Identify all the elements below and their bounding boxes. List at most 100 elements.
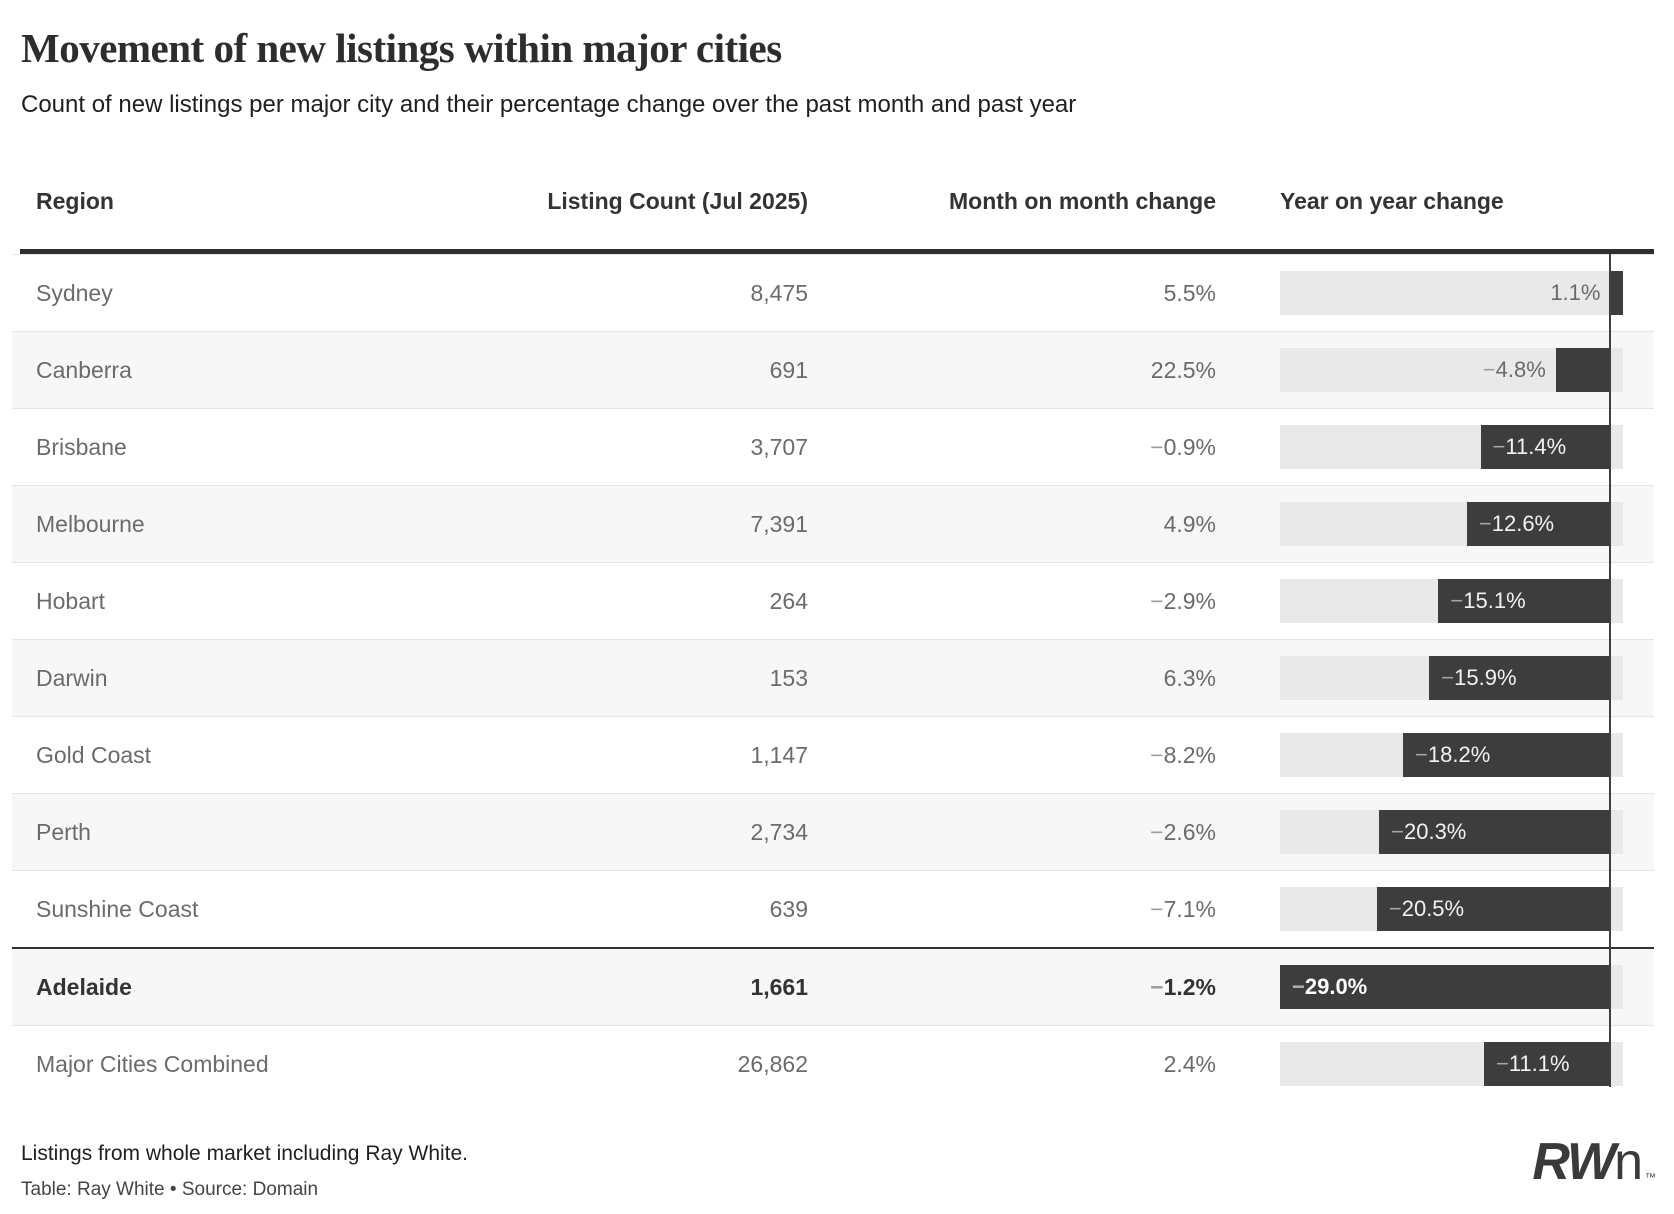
yoy-bar-cell: −18.2% <box>1280 717 1654 793</box>
yoy-bar <box>1480 425 1611 469</box>
yoy-bar <box>1483 1042 1611 1086</box>
listing-count-cell: 639 <box>769 895 808 922</box>
mom-change-cell: −1.2% <box>1150 973 1216 1000</box>
listing-count-cell: 26,862 <box>737 1050 808 1077</box>
table-row: Darwin 153 6.3% −15.9% <box>12 639 1654 716</box>
yoy-bar-track: −11.4% <box>1280 425 1623 469</box>
table-row: Sydney 8,475 5.5% 1.1% <box>12 254 1654 331</box>
region-cell: Sunshine Coast <box>36 895 199 922</box>
rwn-logo-n: n <box>1614 1133 1643 1191</box>
footer: Listings from whole market including Ray… <box>21 1133 1656 1202</box>
rwn-logo-trademark: ™ <box>1645 1172 1656 1184</box>
listing-count-cell: 1,661 <box>750 973 808 1000</box>
listing-count-cell: 1,147 <box>750 741 808 768</box>
table-body: Sydney 8,475 5.5% 1.1% Canberra 691 22.5% −4.8%… <box>12 254 1654 1102</box>
table-row: Adelaide 1,661 −1.2% −29.0% <box>12 947 1654 1025</box>
listing-count-cell: 691 <box>769 356 808 383</box>
yoy-bar-cell: 1.1% <box>1280 255 1654 331</box>
yoy-bar-track: −29.0% <box>1280 965 1623 1009</box>
table-row: Major Cities Combined 26,862 2.4% −11.1% <box>12 1025 1654 1102</box>
table-row: Melbourne 7,391 4.9% −12.6% <box>12 485 1654 562</box>
listing-count-cell: 7,391 <box>750 510 808 537</box>
rwn-logo: RWn ™ <box>1532 1132 1656 1192</box>
table-row: Sunshine Coast 639 −7.1% −20.5% <box>12 870 1654 947</box>
footer-note: Listings from whole market including Ray… <box>21 1142 469 1165</box>
yoy-bar-cell: −20.3% <box>1280 794 1654 870</box>
mom-change-cell: 6.3% <box>1163 664 1216 691</box>
yoy-bar-track: −15.1% <box>1280 579 1623 623</box>
yoy-bar-track: −20.3% <box>1280 810 1623 854</box>
region-cell: Gold Coast <box>36 741 152 768</box>
page-title: Movement of new listings within major ci… <box>21 25 782 71</box>
yoy-bar <box>1429 656 1611 700</box>
region-cell: Sydney <box>36 279 113 306</box>
column-header-region: Region <box>36 187 114 214</box>
yoy-bar-track: 1.1% <box>1280 271 1623 315</box>
listing-count-cell: 8,475 <box>750 279 808 306</box>
region-cell: Darwin <box>36 664 108 691</box>
column-header-mom-change: Month on month change <box>948 187 1216 214</box>
mom-change-cell: −7.1% <box>1150 895 1216 922</box>
yoy-bar <box>1610 271 1623 315</box>
yoy-bar-track: −11.1% <box>1280 1042 1623 1086</box>
yoy-bar-cell: −15.9% <box>1280 640 1654 716</box>
mom-change-cell: −0.9% <box>1150 433 1216 460</box>
listing-count-cell: 153 <box>769 664 808 691</box>
yoy-bar <box>1403 733 1611 777</box>
rwn-logo-rw: RW <box>1532 1133 1616 1191</box>
yoy-bar <box>1555 348 1611 392</box>
yoy-bar-label: −20.3% <box>1391 819 1467 844</box>
mom-change-cell: 4.9% <box>1163 510 1216 537</box>
yoy-bar-label: −18.2% <box>1415 742 1491 767</box>
yoy-bar-track: −18.2% <box>1280 733 1623 777</box>
table-row: Canberra 691 22.5% −4.8% <box>12 331 1654 408</box>
region-cell: Hobart <box>36 587 106 614</box>
yoy-bar-track: −4.8% <box>1280 348 1623 392</box>
column-header-listing-count: Listing Count (Jul 2025) <box>547 187 808 214</box>
listing-count-cell: 2,734 <box>750 818 808 845</box>
yoy-bar-label: −15.9% <box>1441 665 1517 690</box>
yoy-bar <box>1376 887 1611 931</box>
yoy-bar-cell: −20.5% <box>1280 871 1654 947</box>
yoy-bar-track: −20.5% <box>1280 887 1623 931</box>
yoy-bar <box>1466 502 1611 546</box>
region-cell: Perth <box>36 818 91 845</box>
yoy-bar-cell: −12.6% <box>1280 486 1654 562</box>
yoy-bar-track: −12.6% <box>1280 502 1623 546</box>
mom-change-cell: 22.5% <box>1150 356 1216 383</box>
column-header-yoy-change: Year on year change <box>1280 187 1504 214</box>
table-row: Brisbane 3,707 −0.9% −11.4% <box>12 408 1654 485</box>
region-cell: Brisbane <box>36 433 127 460</box>
zero-baseline <box>1609 254 1612 1087</box>
region-cell: Major Cities Combined <box>36 1050 269 1077</box>
mom-change-cell: 5.5% <box>1163 279 1216 306</box>
page-subtitle: Count of new listings per major city and… <box>21 91 1077 118</box>
yoy-bar-label: 1.1% <box>1550 280 1601 305</box>
table-row: Gold Coast 1,147 −8.2% −18.2% <box>12 716 1654 793</box>
mom-change-cell: −2.6% <box>1150 818 1216 845</box>
yoy-bar-label: −20.5% <box>1388 896 1465 921</box>
mom-change-cell: 2.4% <box>1163 1050 1216 1077</box>
mom-change-cell: −2.9% <box>1150 587 1216 614</box>
yoy-bar <box>1280 965 1611 1009</box>
listings-table: Region Listing Count (Jul 2025) Month on… <box>0 153 1674 1102</box>
yoy-bar-label: −12.6% <box>1478 511 1555 536</box>
table-row: Hobart 264 −2.9% −15.1% <box>12 562 1654 639</box>
yoy-bar-cell: −15.1% <box>1280 563 1654 639</box>
table-row: Perth 2,734 −2.6% −20.3% <box>12 793 1654 870</box>
yoy-bar-cell: −11.4% <box>1280 409 1654 485</box>
yoy-bar-label: −15.1% <box>1450 588 1526 613</box>
yoy-bar-label: −11.1% <box>1495 1051 1570 1076</box>
table-header-row: Region Listing Count (Jul 2025) Month on… <box>12 153 1662 249</box>
header-rule <box>20 249 1654 254</box>
region-cell: Melbourne <box>36 510 145 537</box>
mom-change-cell: −8.2% <box>1150 741 1216 768</box>
yoy-bar-track: −15.9% <box>1280 656 1623 700</box>
yoy-bar-cell: −4.8% <box>1280 332 1654 408</box>
yoy-bar-label: −4.8% <box>1482 357 1546 382</box>
region-cell: Canberra <box>36 356 132 383</box>
yoy-bar-label: −29.0% <box>1292 974 1368 999</box>
yoy-bar <box>1438 579 1611 623</box>
footer-source: Table: Ray White • Source: Domain <box>21 1179 319 1200</box>
